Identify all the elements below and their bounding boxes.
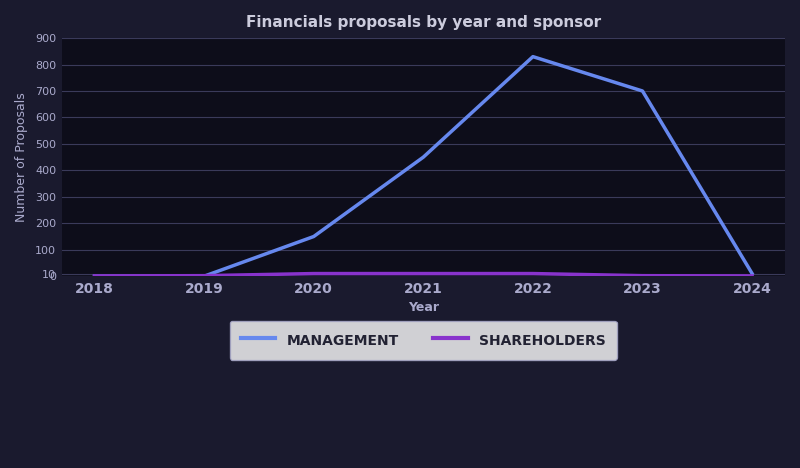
Title: Financials proposals by year and sponsor: Financials proposals by year and sponsor [246,15,601,30]
X-axis label: Year: Year [408,301,439,314]
Legend: MANAGEMENT, SHAREHOLDERS: MANAGEMENT, SHAREHOLDERS [230,321,617,360]
Y-axis label: Number of Proposals: Number of Proposals [15,92,28,222]
